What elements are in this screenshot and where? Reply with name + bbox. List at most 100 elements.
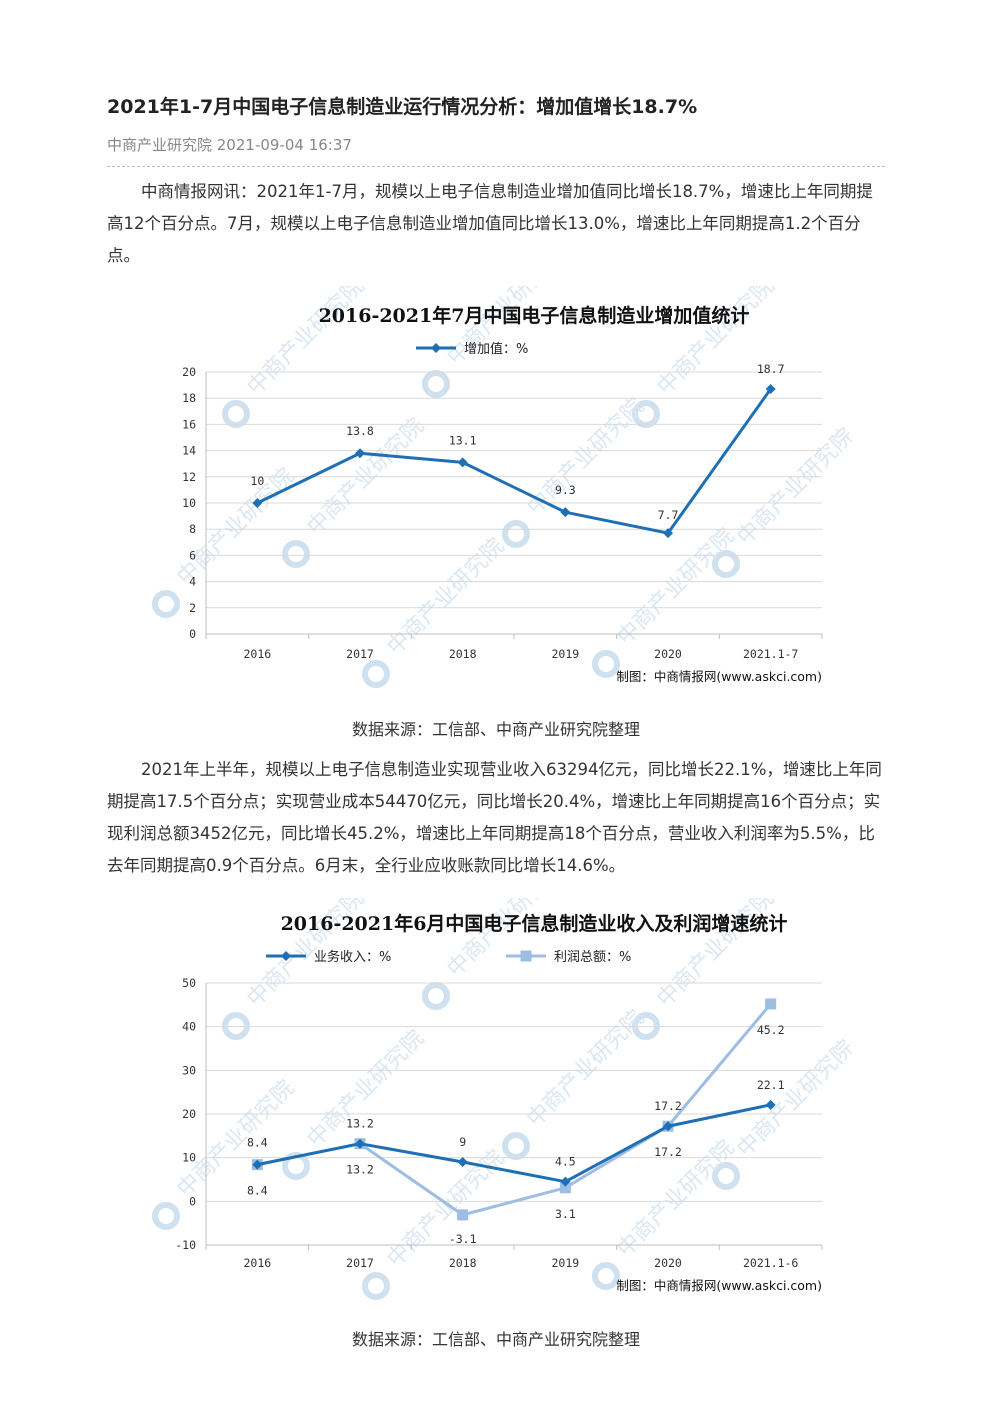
- chart-revenue-profit: 中商产业研究院 中商产业研究院 中商产业研究院 中商产业研究院 中商产业研究院 中商产业研…: [146, 856, 859, 1308]
- data-label: 17.2: [654, 1145, 682, 1159]
- watermark-text: 中商产业研究院: [613, 524, 740, 651]
- legend-marker: [431, 343, 441, 353]
- data-label: 10: [250, 474, 264, 488]
- legend-marker: [281, 951, 291, 961]
- watermark-logo: [712, 1162, 740, 1190]
- data-label: 7.7: [658, 508, 679, 522]
- data-label: 9: [459, 1135, 466, 1149]
- data-label: 8.4: [247, 1136, 268, 1150]
- watermark-logo: [222, 1012, 250, 1040]
- y-tick-label: 20: [182, 365, 196, 379]
- y-tick-label: 40: [182, 1020, 196, 1034]
- watermark-text: 中商产业研究院: [443, 286, 570, 370]
- data-point: [560, 1176, 571, 1187]
- watermark-text: 中商产业研究院: [173, 1076, 300, 1203]
- x-tick-label: 2019: [551, 1256, 579, 1270]
- watermark-logo: [282, 540, 310, 568]
- watermark-text: 中商产业研究院: [383, 534, 510, 661]
- article-title: 2021年1-7月中国电子信息制造业运行情况分析：增加值增长18.7%: [107, 96, 698, 118]
- legend-marker: [520, 950, 532, 962]
- watermark-logo: [152, 590, 180, 618]
- watermark-logo: [712, 550, 740, 578]
- watermark-text: 中商产业研究院: [653, 286, 780, 400]
- legend-label: 增加值：%: [464, 341, 528, 357]
- watermark-logo: [362, 1272, 390, 1300]
- data-label: -3.1: [449, 1232, 477, 1246]
- y-tick-label: 20: [182, 1107, 196, 1121]
- x-tick-label: 2021.1-7: [743, 647, 798, 661]
- x-tick-label: 2016: [243, 1256, 271, 1270]
- data-point: [559, 1182, 571, 1194]
- y-tick-label: 16: [182, 417, 196, 431]
- legend-label: 业务收入：%: [314, 949, 391, 965]
- series-line: [257, 1103, 771, 1184]
- y-tick-label: 8: [189, 522, 196, 536]
- watermark-logo: [502, 520, 530, 548]
- article-meta: 中商产业研究院 2021-09-04 16:37: [107, 136, 352, 154]
- y-tick-label: -10: [175, 1238, 196, 1252]
- data-label: 18.7: [757, 362, 785, 376]
- chart-credit: 制图：中商情报网(www.askci.com): [616, 669, 822, 684]
- data-point: [765, 1099, 776, 1110]
- y-tick-label: 30: [182, 1063, 196, 1077]
- data-point: [355, 1138, 365, 1149]
- watermark-logo: [222, 400, 250, 428]
- divider: [107, 166, 885, 167]
- x-tick-label: 2020: [654, 1256, 682, 1270]
- series-line: [256, 388, 772, 535]
- x-tick-label: 2017: [346, 1256, 374, 1270]
- data-point: [252, 498, 263, 508]
- y-tick-label: 18: [182, 391, 196, 405]
- data-label: 13.1: [449, 433, 477, 447]
- x-tick-label: 2016: [243, 647, 271, 661]
- data-point: [457, 1209, 469, 1221]
- data-label: 22.1: [757, 1078, 785, 1092]
- data-label: 17.2: [654, 1099, 682, 1113]
- legend-label: 利润总额：%: [554, 950, 631, 965]
- data-point: [457, 1157, 468, 1168]
- y-tick-label: 6: [189, 548, 196, 562]
- watermark-logo: [632, 1012, 660, 1040]
- data-point: [663, 1121, 673, 1132]
- data-label: 4.5: [555, 1155, 576, 1169]
- watermark-logo: [632, 400, 660, 428]
- watermark-logo: [502, 1132, 530, 1160]
- y-tick-label: 10: [182, 1151, 196, 1165]
- y-tick-label: 12: [182, 470, 196, 484]
- paragraph-2: 2021年上半年，规模以上电子信息制造业实现营业收入63294亿元，同比增长22…: [107, 760, 882, 875]
- x-tick-label: 2020: [654, 647, 682, 661]
- source-note-2: 数据来源：工信部、中商产业研究院整理: [351, 1330, 640, 1349]
- source-note-1: 数据来源：工信部、中商产业研究院整理: [351, 720, 640, 739]
- data-point: [457, 457, 468, 468]
- x-tick-label: 2018: [449, 1256, 477, 1270]
- data-point: [765, 998, 777, 1010]
- watermark-logo: [422, 982, 450, 1010]
- y-tick-label: 0: [189, 1194, 196, 1208]
- watermark-logo: [152, 1202, 180, 1230]
- data-label: 13.2: [346, 1117, 374, 1131]
- data-label: 13.2: [346, 1163, 374, 1177]
- y-tick-label: 50: [182, 976, 196, 990]
- data-point: [663, 528, 673, 539]
- data-label: 9.3: [555, 483, 576, 497]
- x-tick-label: 2019: [551, 647, 579, 661]
- data-point: [765, 384, 776, 395]
- data-label: 8.4: [247, 1184, 268, 1198]
- chart-title: 2016-2021年6月中国电子信息制造业收入及利润增速统计: [281, 912, 788, 935]
- chart-credit: 制图：中商情报网(www.askci.com): [616, 1278, 822, 1293]
- data-label: 13.8: [346, 424, 374, 438]
- y-tick-label: 14: [182, 444, 196, 458]
- data-label: 45.2: [757, 1023, 785, 1037]
- y-tick-label: 0: [189, 627, 196, 641]
- watermark-logo: [362, 660, 390, 688]
- data-point: [252, 1159, 263, 1170]
- paragraph-1: 中商情报网讯：2021年1-7月，规模以上电子信息制造业增加值同比增长18.7%…: [107, 182, 873, 265]
- data-label: 3.1: [555, 1207, 576, 1221]
- watermark-text: 中商产业研究院: [733, 424, 852, 551]
- watermark-text: 中商产业研究院: [733, 1036, 852, 1163]
- watermark-logo: [592, 1262, 620, 1290]
- chart-title: 2016-2021年7月中国电子信息制造业增加值统计: [319, 304, 750, 327]
- watermark-text: 中商产业研究院: [303, 1026, 430, 1153]
